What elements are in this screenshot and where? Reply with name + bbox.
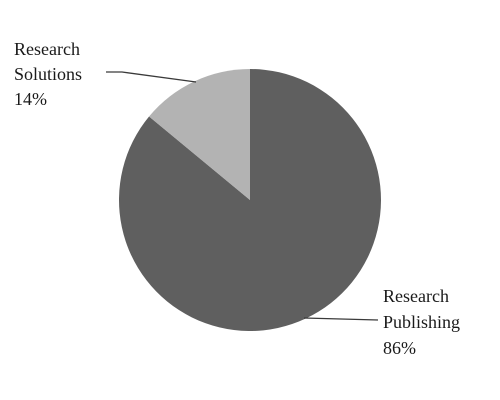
pie-slice-research-solutions — [149, 69, 250, 200]
label-research-solutions-line2: Solutions — [14, 64, 82, 84]
leader-line-research-publishing — [303, 317, 379, 321]
pie-slices — [118, 69, 381, 331]
label-research-publishing-line2: Publishing — [383, 312, 460, 332]
label-research-publishing-percent: 86% — [383, 338, 416, 358]
label-research-solutions-percent: 14% — [14, 89, 47, 109]
label-research-publishing-line1: Research — [383, 286, 449, 306]
leader-line-research-solutions — [106, 71, 197, 83]
label-research-solutions-line1: Research — [14, 39, 80, 59]
